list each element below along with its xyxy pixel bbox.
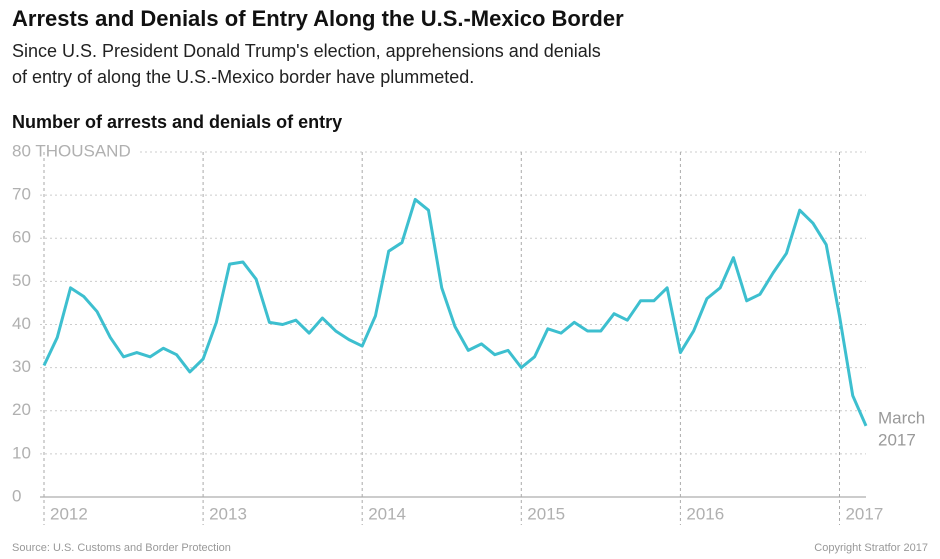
y-tick-label: 70 xyxy=(12,185,31,204)
y-tick-label: 50 xyxy=(12,271,31,290)
x-tick-label: 2012 xyxy=(50,504,88,523)
annotation: March xyxy=(878,408,925,427)
y-tick-label: 0 xyxy=(12,486,21,505)
subtitle: Since U.S. President Donald Trump's elec… xyxy=(12,41,601,61)
line xyxy=(42,197,868,427)
x-tick-label: 2016 xyxy=(686,504,724,523)
y-tick-label: 10 xyxy=(12,443,31,462)
y-tick-label: 60 xyxy=(12,228,31,247)
x-tick-label: 2015 xyxy=(527,504,565,523)
x-tick-label: 2013 xyxy=(209,504,247,523)
annotation: 2017 xyxy=(878,430,916,449)
y-tick-label: 20 xyxy=(12,400,31,419)
subtitle: of entry of along the U.S.-Mexico border… xyxy=(12,67,474,87)
copyright: Copyright Stratfor 2017 xyxy=(814,542,928,554)
y-tick-label: 40 xyxy=(12,314,31,333)
x-tick-label: 2017 xyxy=(845,504,883,523)
y-tick-label: 30 xyxy=(12,357,31,376)
y-tick-label: 80 THOUSAND xyxy=(12,141,131,160)
chart-title: Arrests and Denials of Entry Along the U… xyxy=(12,6,624,31)
axis-title: Number of arrests and denials of entry xyxy=(12,112,342,132)
x-tick-label: 2014 xyxy=(368,504,406,523)
source: Source: U.S. Customs and Border Protecti… xyxy=(12,542,231,554)
